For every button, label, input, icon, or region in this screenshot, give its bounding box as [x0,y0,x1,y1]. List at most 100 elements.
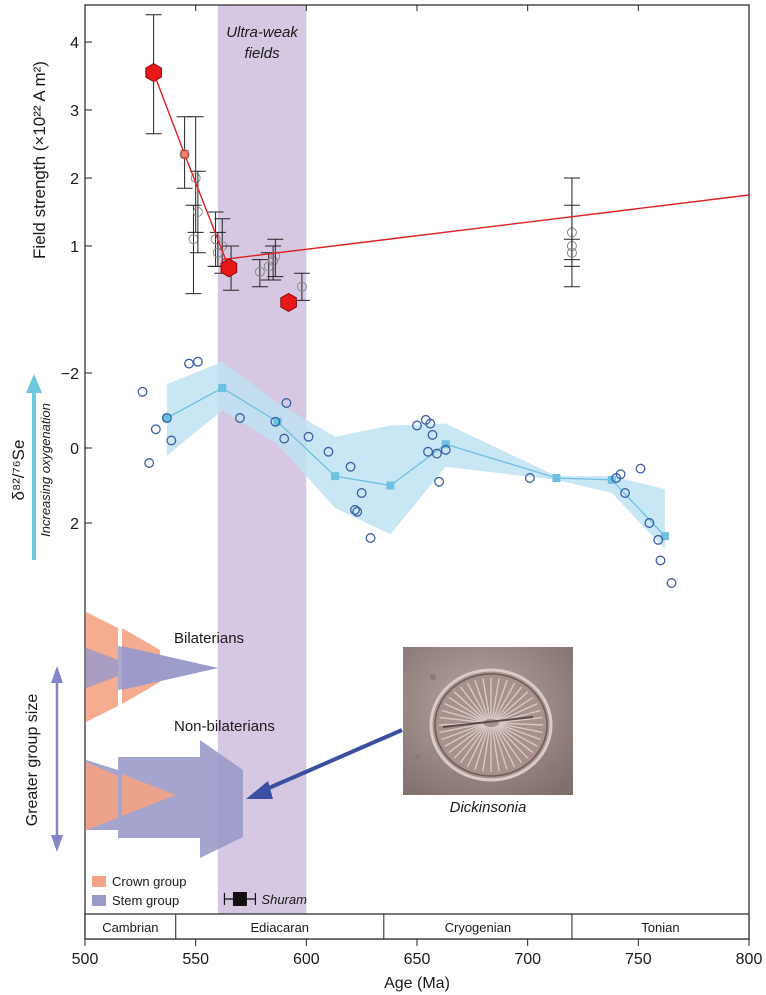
se-y-tick-label: 0 [70,441,79,458]
fossil-rib [491,726,500,772]
dickinsonia-pointer-shaft [261,728,403,793]
oxygenation-arrow-head [26,374,42,393]
se-data-point [524,473,535,483]
field-trend-marker [180,150,189,159]
se-data-point [365,533,376,543]
se-mean-marker [386,481,395,490]
se-data-point [352,506,363,517]
fossil-rib [498,716,543,724]
period-label: Cryogenian [445,920,512,935]
fossil-rib [495,725,523,764]
fossil-rib [466,726,488,768]
fossil-rib [466,682,488,720]
se-data-point [425,418,436,429]
field-data-point [296,281,307,292]
field-y-axis: 1 2 3 4 [70,35,92,256]
period-label: Cambrian [102,920,158,935]
shuram-label: Shuram [261,892,307,907]
fossil-rib [497,724,538,747]
period-label: Ediacaran [250,920,309,935]
se-confidence-band [166,361,665,550]
dickinsonia-fossil-icon [403,647,573,795]
se-data-point [137,386,148,397]
fossil-rib [498,723,541,741]
se-data-point [184,358,194,369]
legend-crown-label: Crown group [112,874,186,889]
field-data-point [270,251,281,262]
se-data-point [270,416,281,427]
x-axis: 500 550 600 650 700 750 800 [72,939,762,968]
fossil-rib [497,696,534,722]
se-data-point [434,476,445,487]
fossil-rib [448,724,485,754]
fossil-rib [444,703,485,722]
se-mean-marker [331,472,340,481]
oxygenation-label: Increasing oxygenation [38,403,53,537]
period-label: Tonian [641,920,679,935]
se-data-point [323,446,334,457]
field-data-point [566,247,577,258]
period-bar: Cambrian Ediacaran Cryogenian Tonian [84,913,750,940]
se-data-point [166,435,177,446]
bilaterians-label: Bilaterians [174,630,244,647]
x-axis-label: Age (Ma) [384,975,450,992]
se-data-point [356,488,367,498]
fossil-rib [439,716,484,724]
fossil-rib [453,691,486,721]
non-bilaterians-label: Non-bilaterians [174,718,275,735]
fossil-rib [496,725,529,759]
se-data-point [345,461,356,472]
se-data-point [655,555,666,566]
se-data-point [615,469,626,480]
fossil-rib [448,696,485,722]
fossil-rib [491,678,500,720]
fossil-rib [453,725,486,759]
shuram-marker [223,892,257,906]
se-y-label: δ⁸²/⁷⁶Se [9,440,28,501]
legend-stem-label: Stem group [112,893,179,908]
se-data-point [234,413,245,423]
se-mean-marker [441,440,450,449]
fossil-rib [439,722,484,734]
field-error-bars [145,14,580,301]
se-data-point [144,458,155,468]
se-y-tick-label: −2 [61,366,79,383]
x-tick-label: 550 [182,951,209,968]
fossil-rib [459,725,487,764]
dickinsonia-pointer-head [246,781,273,799]
se-data-point [150,424,161,435]
se-mean-marker [273,417,282,426]
period-frame [84,913,750,940]
fossil-rib [497,703,538,722]
fossil-rib [474,726,490,770]
fossil-rib [498,722,544,726]
se-data-point [161,413,172,423]
legend-stem-swatch [92,895,106,906]
se-y-tick-label: 2 [70,516,79,533]
se-data-point [653,534,664,545]
fossil-rib [492,680,508,720]
nonbilaterian-crown-wedge-2 [122,774,176,816]
field-y-tick-label: 4 [70,35,79,52]
field-trend-line [152,72,230,269]
field-data-point [179,149,190,160]
se-data-point [279,433,290,444]
field-y-label: Field strength (×10²² A m²) [30,61,49,259]
field-y-tick-label: 2 [70,171,79,188]
se-data-point [427,429,438,440]
field-y-tick-label: 1 [70,239,79,256]
fossil-rib [459,686,487,721]
se-mean-marker [162,414,171,422]
fossil-rib [495,686,523,721]
fossil-rib [444,724,485,747]
field-highlight-point [220,258,238,278]
fossil-rib [494,682,516,720]
x-tick-label: 600 [293,951,320,968]
se-data-point [281,398,292,408]
dickinsonia-photo [403,647,573,795]
field-data-point [254,266,265,277]
group-size-arrow-head-down [51,835,63,852]
se-data-point [350,504,360,515]
dickinsonia-label: Dickinsonia [450,799,527,816]
